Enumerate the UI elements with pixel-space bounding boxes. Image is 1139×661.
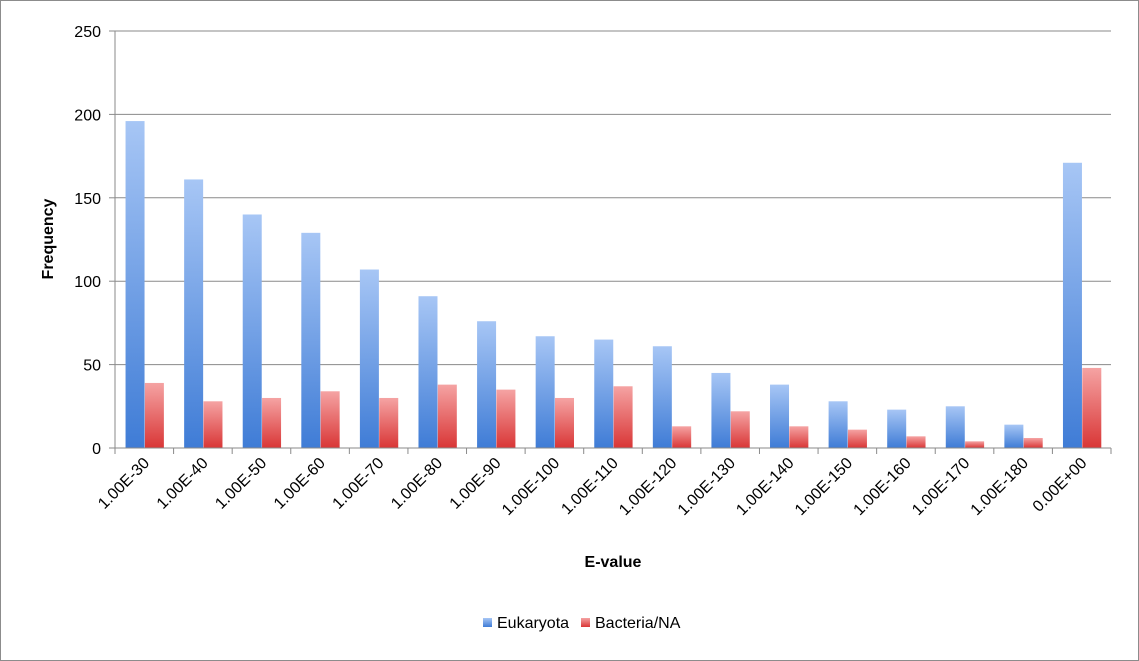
bar-bacteria-na [1082, 367, 1102, 448]
bar-bacteria-na [203, 401, 223, 448]
legend-item-eukaryota: Eukaryota [483, 615, 569, 632]
x-tick-label: 1.00E-60 [271, 455, 329, 513]
x-tick-label: 1.00E-100 [499, 455, 563, 519]
x-tick-label: 1.00E-110 [558, 455, 621, 518]
legend-swatch [581, 618, 590, 627]
bar-eukaryota [945, 406, 965, 448]
x-axis-title: E-value [585, 554, 642, 571]
bar-eukaryota [125, 121, 145, 449]
x-tick-label: 1.00E-50 [212, 455, 270, 513]
legend-item-bacteria-na: Bacteria/NA [581, 615, 681, 632]
x-tick-label: 1.00E-80 [388, 455, 446, 513]
x-tick-label: 1.00E-90 [447, 455, 505, 513]
bar-bacteria-na [437, 384, 457, 448]
bar-eukaryota [359, 269, 379, 448]
bar-eukaryota [1062, 162, 1082, 448]
x-tick-label: 1.00E-70 [330, 455, 388, 513]
legend-label: Bacteria/NA [595, 615, 681, 632]
x-tick-label: 1.00E-170 [909, 455, 973, 519]
bar-bacteria-na [262, 397, 282, 448]
bar-eukaryota [535, 336, 555, 448]
bar-eukaryota [301, 232, 321, 448]
bar-bacteria-na [1023, 437, 1043, 448]
bar-eukaryota [1004, 424, 1024, 448]
y-tick-label: 200 [74, 107, 101, 124]
bar-bacteria-na [847, 429, 867, 448]
x-axis-ticks: 1.00E-30 1.00E-40 1.00E-50 1.00E-60 1.00E-70… [95, 448, 1112, 519]
bar-bacteria-na [554, 397, 574, 448]
x-tick-label: 0.00E+00 [1030, 455, 1091, 516]
bar-bacteria-na [613, 386, 633, 448]
legend: Eukaryota Bacteria/NA [483, 615, 681, 632]
x-tick-label: 1.00E-40 [154, 455, 212, 513]
axes [114, 31, 1111, 449]
bar-bacteria-na [730, 411, 750, 448]
x-tick-label: 1.00E-120 [616, 455, 680, 519]
bar-eukaryota [828, 401, 848, 448]
bars [125, 121, 1102, 449]
bar-bacteria-na [789, 426, 809, 448]
bar-bacteria-na [144, 382, 164, 448]
y-tick-label: 250 [74, 24, 101, 41]
bar-bacteria-na [496, 389, 516, 448]
bar-bacteria-na [965, 441, 985, 448]
bar-eukaryota [652, 346, 672, 448]
legend-label: Eukaryota [497, 615, 569, 632]
x-tick-label: 1.00E-140 [733, 455, 797, 519]
bar-eukaryota [242, 214, 262, 448]
bar-eukaryota [184, 179, 204, 448]
bar-eukaryota [594, 339, 614, 448]
x-tick-label: 1.00E-160 [851, 455, 915, 519]
y-tick-label: 50 [83, 358, 101, 375]
y-tick-label: 100 [74, 274, 101, 291]
y-tick-label: 0 [92, 441, 101, 458]
bar-bacteria-na [320, 391, 340, 448]
bar-eukaryota [770, 384, 790, 448]
y-axis-title: Frequency [40, 198, 57, 279]
bar-eukaryota [711, 372, 731, 448]
gridlines [115, 30, 1111, 366]
legend-swatch [483, 618, 492, 627]
bar-eukaryota [477, 321, 497, 448]
bar-bacteria-na [906, 436, 926, 448]
x-tick-label: 1.00E-130 [675, 455, 739, 519]
bar-bacteria-na [379, 397, 399, 448]
x-tick-label: 1.00E-180 [968, 455, 1032, 519]
x-tick-label: 1.00E-150 [792, 455, 856, 519]
y-axis-ticks: 0 50 100 150 200 250 [74, 24, 115, 458]
bar-eukaryota [418, 296, 438, 448]
bar-eukaryota [887, 409, 907, 448]
bar-bacteria-na [672, 426, 692, 448]
x-tick-label: 1.00E-30 [95, 455, 153, 513]
y-tick-label: 150 [74, 191, 101, 208]
